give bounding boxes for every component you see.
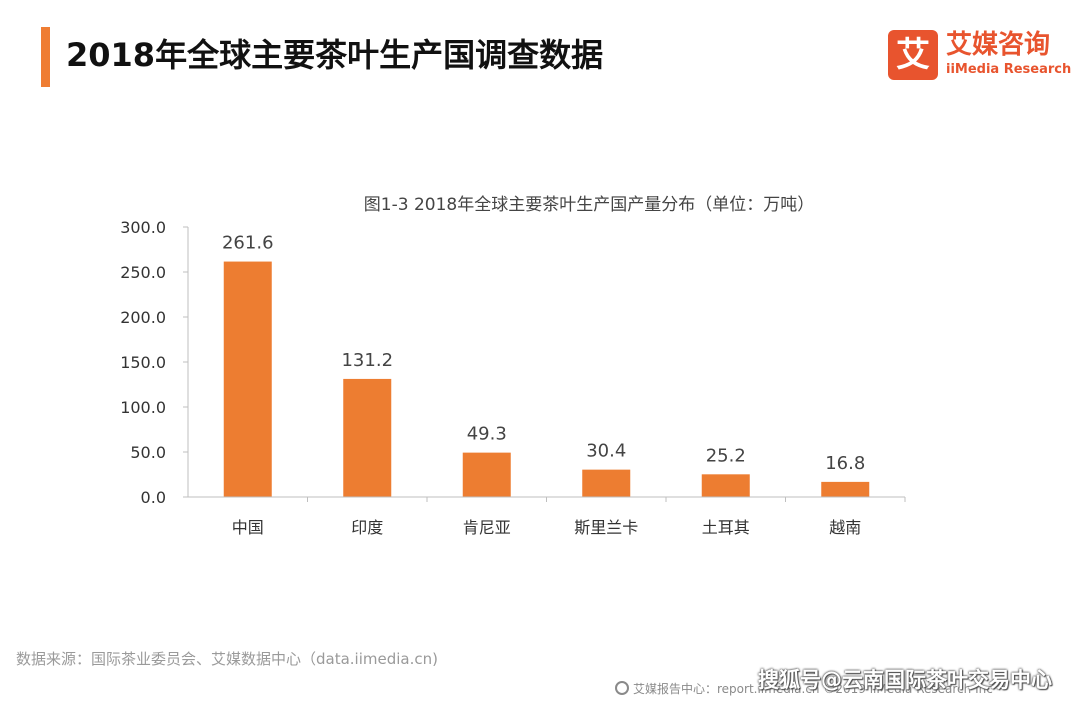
x-category-label: 肯尼亚 [463, 518, 511, 537]
bar-value-label: 30.4 [586, 441, 626, 462]
bar [582, 469, 631, 497]
x-category-label: 斯里兰卡 [574, 518, 638, 537]
y-tick-label: 0.0 [141, 488, 166, 507]
x-category-label: 印度 [351, 518, 383, 537]
y-tick-label: 250.0 [120, 263, 166, 282]
page-title: 2018年全球主要茶叶生产国调查数据 [66, 36, 604, 74]
y-tick-label: 150.0 [120, 353, 166, 372]
y-tick-label: 50.0 [130, 443, 166, 462]
bar-value-label: 25.2 [706, 445, 746, 466]
title-accent-bar [41, 27, 50, 87]
data-source-note: 数据来源：国际茶业委员会、艾媒数据中心（data.iimedia.cn) [16, 650, 438, 668]
bar-value-label: 16.8 [825, 453, 865, 474]
watermark: 搜狐号@云南国际茶叶交易中心 [758, 668, 1052, 692]
logo-mark-icon: 艾 [888, 30, 938, 80]
x-category-label: 中国 [232, 518, 264, 537]
bar [223, 261, 272, 497]
y-tick-label: 200.0 [120, 308, 166, 327]
x-category-label: 土耳其 [702, 518, 750, 537]
brand-logo: 艾 艾媒咨询 iiMedia Research [888, 30, 1072, 82]
x-category-label: 越南 [829, 518, 861, 537]
logo-chinese-name: 艾媒咨询 [946, 30, 1051, 60]
bar [343, 378, 392, 497]
bar-value-label: 261.6 [222, 233, 274, 254]
logo-english-name: iiMedia Research [946, 62, 1072, 77]
bar [821, 481, 870, 497]
bar-value-label: 49.3 [467, 424, 507, 445]
report-logo-icon [615, 681, 629, 695]
bar [462, 452, 511, 497]
chart-title: 图1-3 2018年全球主要茶叶生产国产量分布（单位：万吨） [363, 195, 815, 215]
bar [701, 474, 750, 497]
report-center-text: 艾媒报告中心：report.iimedia.cn ©2019 iiMedia R… [633, 682, 993, 696]
bar-value-label: 131.2 [341, 350, 393, 371]
y-tick-label: 300.0 [120, 218, 166, 237]
report-center-footer: 艾媒报告中心：report.iimedia.cn ©2019 iiMedia R… [615, 680, 993, 697]
y-tick-label: 100.0 [120, 398, 166, 417]
